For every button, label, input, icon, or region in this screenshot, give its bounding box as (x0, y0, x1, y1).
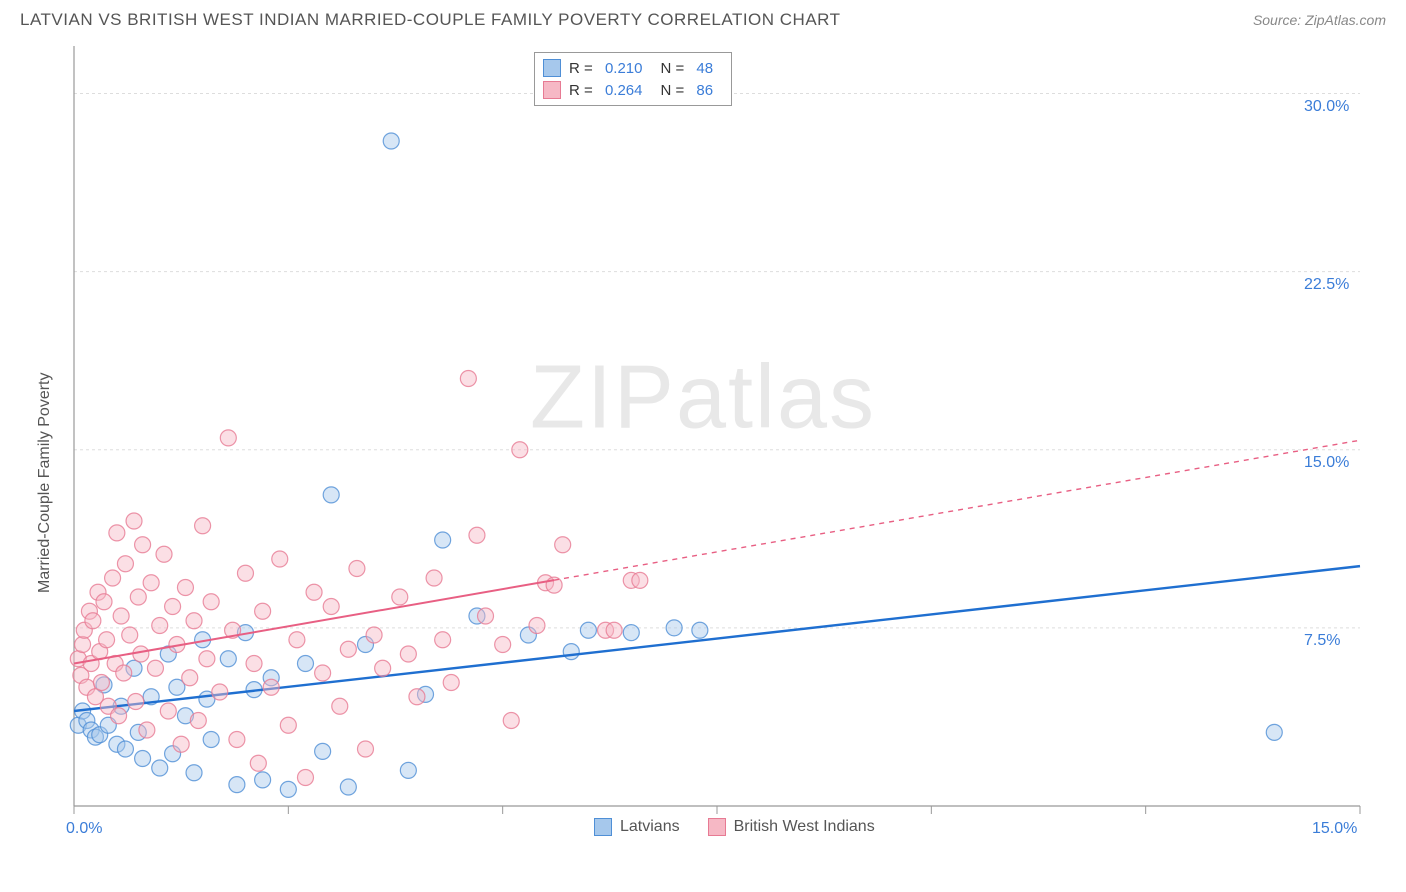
legend-item: Latvians (594, 818, 680, 836)
r-value: 0.210 (605, 60, 643, 77)
stats-legend: R = 0.210 N = 48 R = 0.264 N = 86 (534, 52, 732, 106)
y-tick-label: 7.5% (1304, 632, 1340, 650)
series-swatch (543, 81, 561, 99)
series-legend: Latvians British West Indians (594, 818, 875, 836)
series-swatch (594, 818, 612, 836)
scatter-plot (20, 40, 1372, 818)
n-label: N = (660, 60, 688, 77)
n-value: 48 (696, 60, 713, 77)
series-swatch (708, 818, 726, 836)
r-label: R = (569, 82, 597, 99)
legend-label: British West Indians (734, 818, 875, 836)
r-label: R = (569, 60, 597, 77)
chart-title: LATVIAN VS BRITISH WEST INDIAN MARRIED-C… (20, 10, 841, 30)
y-tick-label: 15.0% (1304, 454, 1349, 472)
x-tick-label: 15.0% (1312, 820, 1357, 838)
legend-label: Latvians (620, 818, 680, 836)
legend-item: British West Indians (708, 818, 875, 836)
n-value: 86 (696, 82, 713, 99)
r-value: 0.264 (605, 82, 643, 99)
x-tick-label: 0.0% (66, 820, 102, 838)
chart-area: ZIPatlas R = 0.210N = 48R = 0.264N = 86 … (20, 40, 1386, 818)
stats-row: R = 0.264 N = 86 (543, 79, 723, 101)
series-swatch (543, 59, 561, 77)
stats-row: R = 0.210 N = 48 (543, 57, 723, 79)
y-tick-label: 22.5% (1304, 276, 1349, 294)
n-label: N = (660, 82, 688, 99)
source-label: Source: ZipAtlas.com (1253, 12, 1386, 28)
y-axis-label: Married-Couple Family Poverty (36, 373, 54, 594)
y-tick-label: 30.0% (1304, 98, 1349, 116)
